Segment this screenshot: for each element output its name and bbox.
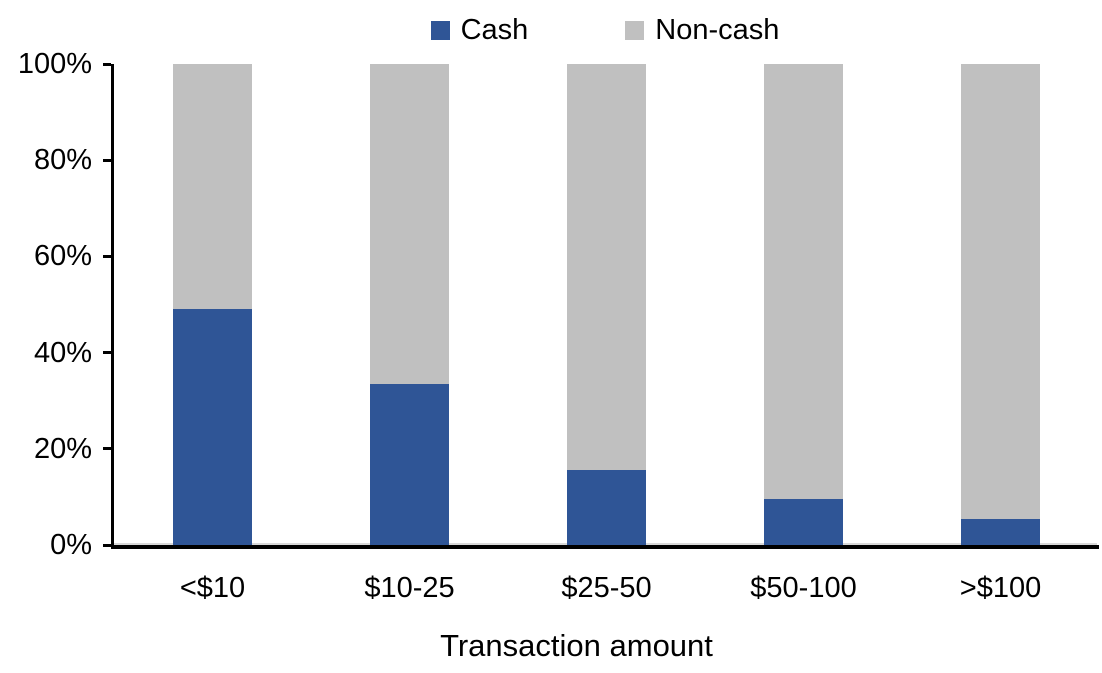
bar-segment (764, 64, 843, 500)
x-tick-label: $10-25 (364, 572, 455, 604)
bar-segment (370, 64, 449, 384)
stacked-bar (173, 64, 252, 545)
y-tick-mark (103, 543, 111, 547)
y-tick-mark (103, 447, 111, 451)
legend-item: Non-cash (625, 14, 779, 46)
bar-slot (902, 64, 1099, 545)
plot-area (111, 64, 1099, 545)
bar-slot (705, 64, 902, 545)
legend-swatch-icon (430, 20, 450, 40)
y-tick-mark (103, 351, 111, 355)
bar-segment (173, 309, 252, 545)
y-tick-label: 80% (33, 144, 92, 177)
y-axis-ticks (0, 0, 111, 673)
bar-segment (961, 64, 1040, 519)
bar-slot (508, 64, 705, 545)
bar-segment (764, 499, 843, 545)
bar-slot (311, 64, 508, 545)
y-tick-mark (103, 158, 111, 162)
legend-label: Cash (460, 14, 529, 46)
bars-container (114, 64, 1099, 545)
bar-segment (961, 518, 1040, 545)
bar-segment (567, 470, 646, 545)
stacked-bar (567, 64, 646, 545)
x-tick-label: <$10 (179, 572, 246, 604)
x-tick-label: $50-100 (750, 572, 857, 604)
y-tick-mark (103, 254, 111, 258)
x-axis-line (111, 545, 1099, 549)
bar-segment (567, 64, 646, 471)
bar-segment (173, 64, 252, 310)
y-tick-label: 0% (50, 529, 92, 561)
x-tick-label: >$100 (959, 572, 1042, 604)
y-axis-labels: 0% 20% 40% 60% 80% 100% (0, 0, 92, 673)
bar-segment (370, 383, 449, 545)
stacked-bar (961, 64, 1040, 545)
y-tick-label: 100% (17, 48, 92, 80)
legend-label: Non-cash (655, 14, 780, 46)
y-tick-label: 20% (33, 432, 92, 465)
x-axis-title: Transaction amount (440, 628, 713, 663)
x-tick-label: $25-50 (561, 572, 652, 604)
y-tick-label: 60% (33, 240, 92, 273)
y-tick-mark (103, 62, 111, 66)
stacked-bar (764, 64, 843, 545)
stacked-bar (370, 64, 449, 545)
legend-swatch-icon (625, 20, 645, 40)
x-axis-labels: <$10 $10-25 $25-50 $50-100 >$100 (114, 572, 1099, 605)
legend-item: Cash (430, 14, 529, 46)
bar-slot (114, 64, 311, 545)
y-tick-label: 40% (33, 336, 92, 369)
chart-legend: Cash Non-cash (111, 14, 1099, 46)
